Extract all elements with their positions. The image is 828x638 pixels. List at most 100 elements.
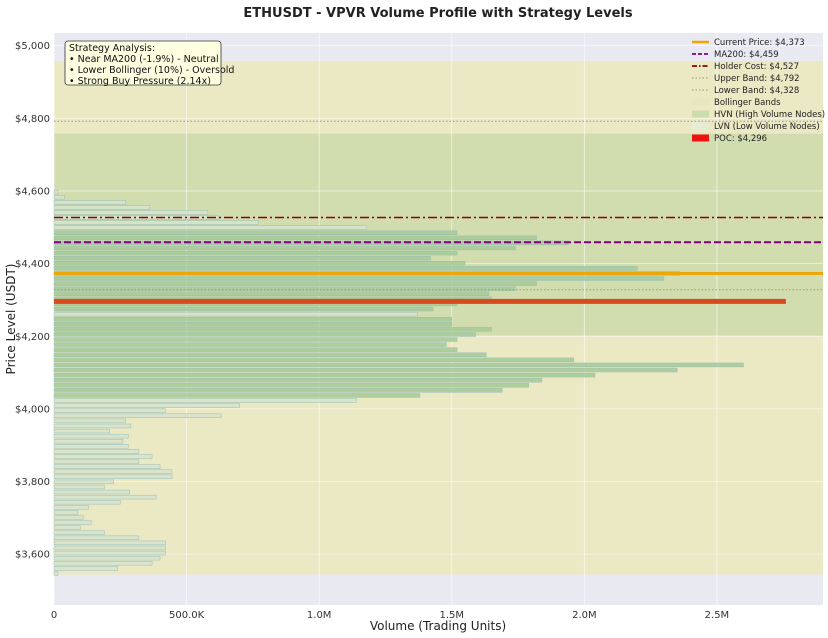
lvn-volume-bar	[53, 525, 81, 530]
legend-label: LVN (Low Volume Nodes)	[714, 122, 820, 132]
y-tick-label: $4,600	[15, 186, 50, 197]
annotation-line: • Lower Bollinger (10%) - Oversold	[69, 65, 234, 76]
hvn-volume-bar	[53, 393, 421, 398]
lvn-volume-bar	[53, 520, 92, 525]
lvn-volume-bar	[53, 449, 140, 454]
y-tick-label: $4,200	[15, 332, 50, 343]
lvn-volume-bar	[53, 189, 59, 195]
lvn-volume-bar	[53, 225, 368, 230]
lvn-volume-bar	[53, 398, 357, 403]
legend-label: Upper Band: $4,792	[714, 74, 800, 84]
hvn-volume-bar	[53, 306, 434, 312]
y-tick-label: $4,400	[15, 259, 50, 270]
lvn-volume-bar	[53, 545, 166, 551]
annotation-line: • Near MA200 (-1.9%) - Neutral	[69, 54, 219, 65]
lvn-volume-bar	[53, 194, 65, 200]
hvn-volume-bar	[53, 332, 476, 337]
lvn-volume-bar	[53, 311, 418, 317]
hvn-volume-bar	[53, 342, 447, 347]
hvn-volume-bar	[53, 266, 638, 271]
hvn-volume-bar	[53, 378, 543, 383]
chart-legend: Current Price: $4,373 MA200: $4,459 Holder…	[692, 38, 825, 144]
hvn-volume-bar	[53, 367, 678, 373]
annotation-line: Strategy Analysis:	[69, 43, 155, 54]
lvn-volume-bar	[53, 561, 153, 566]
legend-swatch	[692, 110, 709, 118]
lvn-volume-bar	[53, 418, 126, 424]
lvn-volume-bar	[53, 433, 129, 439]
lvn-volume-bar	[53, 566, 118, 571]
strategy-analysis-box: Strategy Analysis: • Near MA200 (-1.9%) …	[64, 40, 234, 87]
lvn-volume-bar	[53, 459, 140, 464]
lvn-volume-bar	[53, 515, 84, 520]
lvn-volume-bar	[53, 444, 129, 449]
hvn-volume-bar	[53, 261, 466, 266]
hvn-volume-bar	[53, 357, 574, 363]
x-tick-label: 2.5M	[705, 610, 730, 621]
hvn-volume-bar	[53, 286, 516, 291]
legend-label: HVN (High Volume Nodes)	[714, 110, 825, 120]
hvn-volume-bar	[53, 352, 487, 357]
hvn-volume-bar	[53, 281, 537, 286]
lvn-volume-bar	[53, 403, 240, 408]
x-axis-label: Volume (Trading Units)	[370, 619, 506, 633]
lvn-volume-bar	[53, 484, 105, 490]
legend-label: Holder Cost: $4,527	[714, 62, 799, 72]
lvn-volume-bar	[53, 210, 209, 215]
lvn-volume-bar	[53, 428, 110, 434]
legend-label: Lower Band: $4,328	[714, 86, 799, 96]
legend-swatch	[692, 122, 709, 130]
lvn-volume-bar	[53, 540, 166, 546]
hvn-volume-bar	[53, 276, 665, 281]
y-tick-label: $3,600	[15, 550, 50, 561]
lvn-volume-bar	[53, 423, 132, 429]
poc-bar	[54, 298, 786, 304]
legend-label: Bollinger Bands	[714, 98, 781, 108]
y-tick-labels: $3,600 $3,800 $4,000 $4,200 $4,400 $4,600 $4,8…	[15, 41, 50, 560]
hvn-volume-bar	[53, 235, 537, 241]
lvn-volume-bar	[53, 550, 166, 556]
x-tick-label: 1.0M	[307, 610, 332, 621]
lvn-volume-bar	[53, 494, 157, 500]
hvn-volume-bar	[53, 240, 569, 246]
lvn-volume-bar	[53, 474, 173, 479]
legend-swatch	[692, 134, 709, 142]
legend-label: POC: $4,296	[714, 134, 767, 144]
lvn-volume-bar	[53, 200, 126, 205]
y-tick-label: $4,000	[15, 404, 50, 415]
y-tick-label: $4,800	[15, 114, 50, 125]
lvn-volume-bar	[53, 535, 140, 541]
lvn-volume-bar	[53, 439, 124, 444]
lvn-volume-bar	[53, 489, 130, 495]
hvn-volume-bar	[53, 250, 458, 256]
lvn-volume-bar	[53, 555, 161, 561]
x-tick-label: 0	[51, 610, 57, 621]
lvn-volume-bar	[53, 479, 114, 485]
y-axis-label: Price Level (USDT)	[4, 264, 18, 375]
hvn-volume-bar	[53, 322, 453, 327]
strategy-level-lines	[54, 120, 823, 304]
hvn-volume-bar	[53, 337, 458, 342]
hvn-volume-bar	[53, 347, 458, 352]
lvn-volume-bar	[53, 205, 150, 210]
hvn-volume-bar	[53, 316, 453, 322]
lvn-volume-bar	[53, 454, 153, 459]
x-tick-label: 1.5M	[439, 610, 464, 621]
y-tick-label: $5,000	[15, 41, 50, 52]
lvn-volume-bar	[53, 469, 173, 474]
lvn-volume-bar	[53, 500, 121, 505]
chart-title: ETHUSDT - VPVR Volume Profile with Strat…	[243, 6, 632, 21]
hvn-volume-bar	[53, 362, 744, 368]
x-tick-label: 2.0M	[572, 610, 597, 621]
lvn-volume-bar	[53, 413, 222, 418]
lvn-volume-bar	[53, 408, 166, 413]
hvn-volume-bar	[53, 372, 596, 378]
legend-label: Current Price: $4,373	[714, 38, 805, 48]
hvn-volume-bar	[53, 255, 431, 261]
lvn-volume-bar	[53, 571, 59, 576]
hvn-volume-bar	[53, 327, 492, 332]
lvn-volume-bar	[53, 505, 89, 510]
hvn-volume-bar	[53, 230, 458, 235]
lvn-volume-bar	[53, 464, 161, 469]
